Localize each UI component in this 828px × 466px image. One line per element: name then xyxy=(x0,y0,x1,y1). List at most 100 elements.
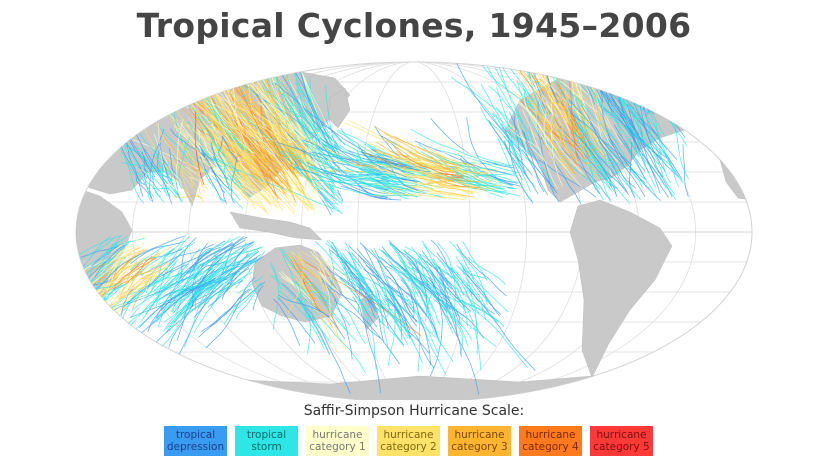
cyclone-track xyxy=(561,131,601,182)
cyclone-track xyxy=(173,195,203,199)
cyclone-track xyxy=(418,186,502,190)
cyclone-track xyxy=(172,183,192,205)
cyclone-track xyxy=(247,129,317,196)
cyclone-track xyxy=(406,184,466,197)
cyclone-track xyxy=(307,143,414,185)
cyclone-track xyxy=(639,117,677,160)
cyclone-track xyxy=(325,85,344,166)
cyclone-track xyxy=(97,262,169,317)
cyclone-track xyxy=(557,96,597,166)
cyclone-track xyxy=(637,121,676,196)
cyclone-track xyxy=(488,120,533,176)
cyclone-track xyxy=(449,173,510,196)
cyclone-track xyxy=(430,118,516,169)
cyclone-track xyxy=(498,62,573,147)
cyclone-track xyxy=(672,71,689,131)
legend-swatch: hurricane category 3 xyxy=(448,426,511,456)
cyclone-track xyxy=(187,121,218,164)
cyclone-track xyxy=(330,173,389,199)
cyclone-track xyxy=(601,91,640,135)
cyclone-track xyxy=(561,88,600,152)
cyclone-track xyxy=(355,281,382,307)
cyclone-track xyxy=(419,254,460,325)
cyclone-track xyxy=(176,278,222,304)
cyclone-track xyxy=(450,167,504,194)
cyclone-track xyxy=(340,255,409,339)
legend-label: category 4 xyxy=(522,441,579,453)
cyclone-track xyxy=(284,71,335,151)
cyclone-track xyxy=(138,269,169,280)
cyclone-track xyxy=(237,275,264,294)
cyclone-track xyxy=(399,259,437,282)
cyclone-track xyxy=(456,286,482,371)
cyclone-track xyxy=(231,172,270,210)
cyclone-track xyxy=(122,263,189,309)
cyclone-track xyxy=(523,131,545,193)
cyclone-track xyxy=(580,104,628,193)
cyclone-track xyxy=(210,141,231,191)
cyclone-track xyxy=(314,291,358,342)
cyclone-track xyxy=(184,263,236,348)
cyclone-track xyxy=(336,130,415,168)
cyclone-track xyxy=(290,148,334,213)
cyclone-track xyxy=(412,266,444,303)
cyclone-track xyxy=(129,244,168,271)
cyclone-track xyxy=(607,134,661,201)
cyclone-track xyxy=(328,183,418,197)
cyclone-track xyxy=(204,93,257,210)
cyclone-track xyxy=(301,251,357,281)
cyclone-track xyxy=(430,156,469,178)
cyclone-track xyxy=(352,296,382,394)
cyclone-track xyxy=(279,290,325,349)
cyclone-track xyxy=(193,261,224,279)
cyclone-track xyxy=(130,240,187,265)
cyclone-track xyxy=(456,243,507,297)
cyclone-track xyxy=(170,128,209,162)
cyclone-track xyxy=(269,65,344,181)
legend-label: depression xyxy=(166,441,225,453)
cyclone-track xyxy=(457,248,488,305)
cyclone-track xyxy=(273,298,301,346)
cyclone-track xyxy=(108,237,146,253)
cyclone-track xyxy=(420,286,441,325)
cyclone-track xyxy=(451,76,525,138)
cyclone-track xyxy=(571,80,606,154)
cyclone-track xyxy=(214,133,249,187)
cyclone-track xyxy=(104,252,129,283)
cyclone-track xyxy=(124,156,144,204)
legend-label: category 1 xyxy=(309,441,366,453)
cyclone-track xyxy=(466,117,513,186)
cyclone-track xyxy=(111,257,134,285)
cyclone-track xyxy=(294,281,315,323)
cyclone-track xyxy=(636,97,667,158)
cyclone-track xyxy=(266,142,316,214)
cyclone-track xyxy=(569,112,633,166)
cyclone-track xyxy=(223,282,262,325)
cyclone-track xyxy=(675,67,688,115)
cyclone-track xyxy=(390,241,443,296)
cyclone-track xyxy=(339,278,405,347)
cyclone-track xyxy=(410,278,473,341)
cyclone-track xyxy=(287,251,304,314)
legend-label: tropical xyxy=(246,429,287,441)
cyclone-track xyxy=(182,136,193,187)
cyclone-track xyxy=(588,139,612,187)
cyclone-track xyxy=(437,242,457,318)
cyclone-track xyxy=(193,254,261,318)
cyclone-track xyxy=(414,258,447,289)
cyclone-track xyxy=(432,257,452,296)
legend-label: category 3 xyxy=(451,441,508,453)
cyclone-track xyxy=(342,252,382,323)
cyclone-track xyxy=(241,62,295,164)
cyclone-track xyxy=(270,274,332,344)
cyclone-track xyxy=(238,134,260,175)
cyclone-track xyxy=(451,293,529,369)
cyclone-track xyxy=(199,145,215,161)
cyclone-track xyxy=(497,137,533,202)
cyclone-track xyxy=(414,260,450,304)
cyclone-track xyxy=(223,162,241,201)
cyclone-track xyxy=(307,243,327,279)
cyclone-track xyxy=(431,274,451,310)
cyclone-track xyxy=(155,266,200,323)
legend-label: hurricane xyxy=(383,429,434,441)
